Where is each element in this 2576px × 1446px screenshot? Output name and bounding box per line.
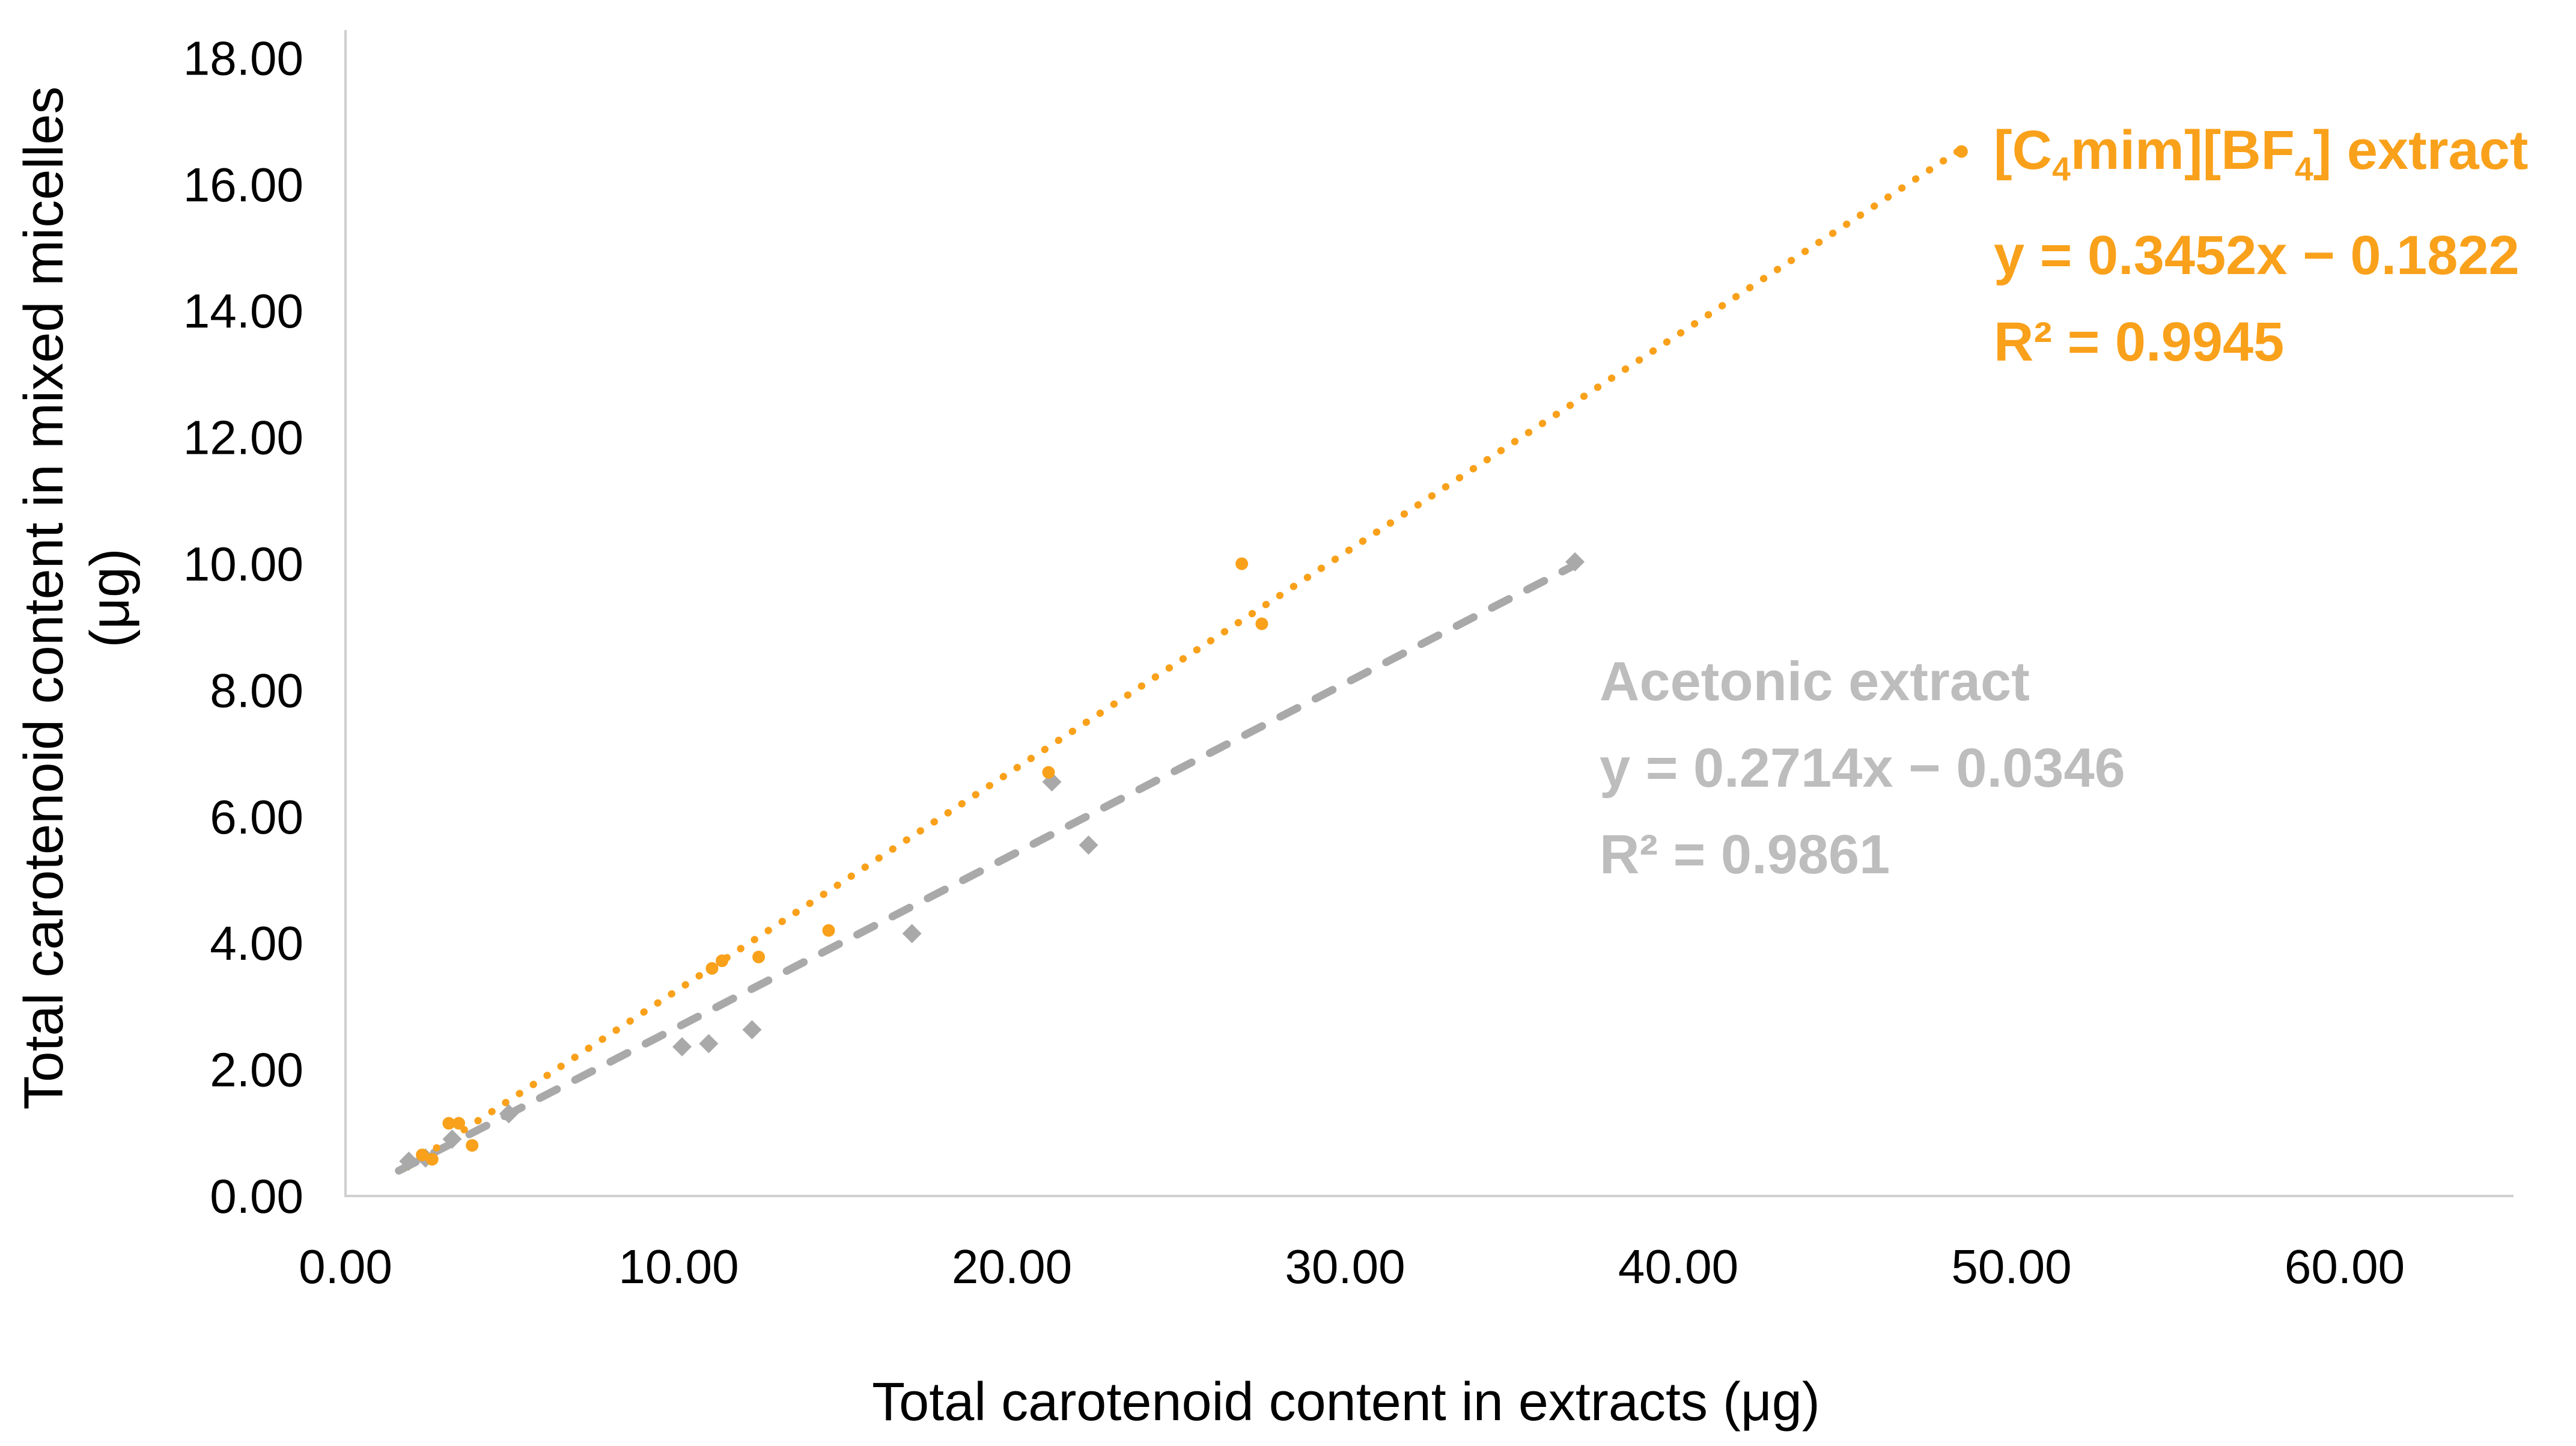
acetonic-data-point: [442, 1129, 462, 1149]
ionic-liquid-data-point: [1255, 617, 1268, 630]
x-tick-label: 30.00: [1285, 1240, 1405, 1293]
acetonic-data-point: [672, 1037, 692, 1057]
acetonic-data-point: [699, 1034, 719, 1054]
y-tick-label: 16.00: [183, 158, 303, 212]
y-axis-title-line2: (μg): [79, 548, 141, 648]
acetonic-data-point: [1079, 835, 1098, 855]
acetonic-trendline: [395, 561, 1579, 1175]
legend-ionic-liquid-equation: y = 0.3452x − 0.1822: [1994, 225, 2520, 287]
ionic-liquid-data-point: [416, 1149, 429, 1162]
ionic-liquid-data-point: [716, 954, 729, 968]
x-tick-label: 50.00: [1951, 1240, 2071, 1293]
legend-acetonic-series: Acetonic extract y = 0.2714x − 0.0346 R²…: [1600, 638, 2125, 898]
legend-ionic-liquid-label: [C4mim][BF4] extract: [1994, 120, 2529, 188]
ionic-liquid-data-point: [1235, 557, 1249, 570]
ionic-liquid-data-point: [425, 1153, 439, 1166]
ionic-liquid-data-point: [452, 1117, 466, 1130]
ionic-liquid-data-point: [705, 962, 719, 975]
y-axis-title: Total carotenoid content in mixed micell…: [11, 0, 143, 1199]
acetonic-data-point: [742, 1020, 762, 1040]
x-tick-label: 40.00: [1618, 1240, 1738, 1293]
y-tick-label: 18.00: [183, 31, 303, 85]
ionic-liquid-data-point: [466, 1139, 479, 1152]
x-tick-label: 0.00: [299, 1240, 392, 1293]
y-tick-label: 12.00: [183, 411, 303, 465]
y-axis-title-line1: Total carotenoid content in mixed micell…: [13, 86, 75, 1110]
legend-ionic-liquid-series: [C4mim][BF4] extract y = 0.3452x − 0.182…: [1994, 107, 2529, 385]
acetonic-data-point: [399, 1152, 419, 1171]
ionic-liquid-data-point: [1042, 766, 1055, 779]
legend-acetonic-equation: y = 0.2714x − 0.0346: [1600, 737, 2125, 799]
legend-acetonic-label: Acetonic extract: [1600, 651, 2030, 712]
y-tick-label: 4.00: [210, 917, 303, 970]
legend-ionic-liquid-r2: R² = 0.9945: [1994, 311, 2285, 373]
acetonic-data-point: [902, 924, 922, 944]
x-tick-label: 10.00: [618, 1240, 738, 1293]
ionic-liquid-data-point: [752, 950, 766, 963]
ionic-liquid-trendline: [405, 145, 1965, 1170]
y-tick-label: 8.00: [210, 664, 303, 717]
ionic-liquid-data-point: [1955, 145, 1968, 158]
x-tick-label: 60.00: [2285, 1240, 2405, 1293]
y-tick-label: 0.00: [210, 1170, 303, 1223]
y-tick-label: 10.00: [183, 537, 303, 591]
y-tick-label: 2.00: [210, 1043, 303, 1097]
ionic-liquid-data-point: [442, 1117, 455, 1130]
x-tick-label: 20.00: [952, 1240, 1072, 1293]
ionic-liquid-data-point: [822, 924, 835, 937]
acetonic-data-point: [1565, 552, 1585, 572]
acetonic-data-point: [499, 1104, 519, 1124]
legend-acetonic-r2: R² = 0.9861: [1600, 824, 1890, 885]
y-tick-label: 14.00: [183, 284, 303, 338]
x-axis-title: Total carotenoid content in extracts (μg…: [872, 1372, 1820, 1432]
y-tick-label: 6.00: [210, 790, 303, 844]
